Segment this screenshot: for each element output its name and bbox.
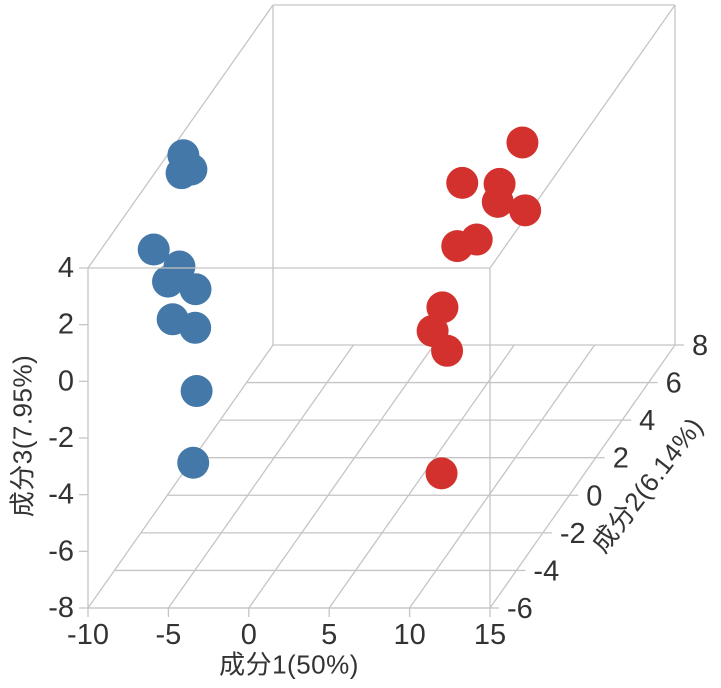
data-point-blue (177, 446, 210, 479)
z-tick-label: 0 (58, 365, 74, 397)
x-tick-label: -10 (67, 619, 109, 651)
z-tick-label: -6 (48, 535, 74, 567)
z-tick-label: -8 (48, 592, 74, 624)
floor-grid-line-x (328, 344, 515, 609)
data-point-red (506, 126, 539, 159)
x-tick-label: 15 (474, 619, 506, 651)
y-tick-label: 8 (692, 330, 708, 362)
x-tick-label: 5 (321, 619, 337, 651)
x-tick-label: -5 (156, 619, 182, 651)
floor-grid-line-x (167, 344, 354, 609)
z-tick-label: -2 (48, 422, 74, 454)
data-point-red (431, 334, 464, 367)
y-tick-label: 0 (586, 480, 602, 512)
z-axis-title: 成分3(7.95%) (7, 354, 38, 518)
box-edge-top-left (87, 4, 274, 269)
data-point-blue (180, 375, 213, 408)
data-point-red (425, 457, 458, 490)
data-point-red (481, 185, 514, 218)
z-tick-label: 4 (58, 252, 74, 284)
data-point-red (446, 166, 479, 199)
floor-grid-line-x (409, 344, 596, 609)
data-point-red (509, 194, 542, 227)
x-tick-label: 0 (241, 619, 257, 651)
floor-grid-line-x (248, 344, 435, 609)
floor-grid-line-x (87, 344, 274, 609)
y-tick-label: 2 (613, 443, 629, 475)
data-point-red (441, 230, 474, 263)
x-tick-label: 10 (393, 619, 425, 651)
z-tick-label: -4 (48, 479, 74, 511)
floor-grid-line-x (489, 344, 676, 609)
data-point-blue (165, 157, 198, 190)
x-axis-title: 成分1(50%) (219, 649, 359, 680)
data-point-blue (179, 273, 212, 306)
y-tick-label: -4 (533, 555, 559, 587)
y-tick-label: 4 (639, 405, 655, 437)
data-point-blue (152, 265, 185, 298)
y-tick-label: -2 (560, 518, 586, 550)
data-point-blue (137, 233, 170, 266)
data-point-blue (179, 311, 212, 344)
z-tick-label: 2 (58, 309, 74, 341)
y-tick-label: 6 (666, 368, 682, 400)
y-tick-label: -6 (507, 593, 533, 625)
